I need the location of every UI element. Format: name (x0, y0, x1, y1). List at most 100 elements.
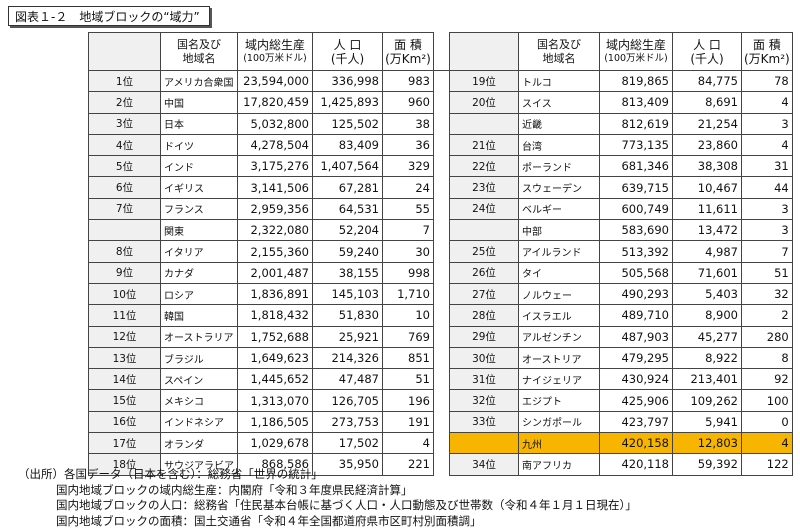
left-name-cell: イギリス (160, 176, 238, 199)
left-name-cell: 関東 (160, 219, 238, 242)
left-gdp-cell: 1,445,652 (237, 368, 313, 391)
right-area-cell: 122 (741, 453, 793, 476)
left-name-cell: インド (160, 155, 238, 178)
right-pop-cell: 21,254 (672, 112, 742, 135)
right-pop-cell: 71,601 (672, 261, 742, 284)
left-pop-cell: 47,487 (312, 368, 383, 391)
left-area-cell: 221 (382, 453, 434, 476)
right-pop-cell: 84,775 (672, 69, 742, 93)
left-name-cell: メキシコ (160, 389, 238, 412)
left-rank-cell: 8位 (88, 240, 161, 263)
right-rank-cell: 30位 (449, 346, 519, 370)
right-pop-cell: 5,941 (672, 410, 742, 434)
column-gap (433, 91, 450, 114)
left-area-cell: 329 (382, 155, 434, 178)
right-pop-cell: 109,262 (672, 389, 742, 412)
left-pop-cell: 51,830 (312, 304, 383, 327)
left-rank-cell: 4位 (88, 133, 161, 157)
left-area-cell: 998 (382, 261, 434, 284)
right-gdp-cell: 812,619 (599, 112, 673, 135)
left-rank-cell (88, 219, 161, 242)
right-pop-cell: 45,277 (672, 325, 742, 348)
ranking-table: 国名及び 地域名 域内総生産 (100万米ドル) 人 口 (千人) 面 積 (万Km²)… (88, 32, 793, 476)
right-gdp-cell: 505,568 (599, 261, 673, 284)
left-area-cell: 24 (382, 176, 434, 199)
left-name-cell: ロシア (160, 282, 238, 306)
left-area-cell: 851 (382, 346, 434, 370)
column-gap (433, 262, 450, 284)
table-row: 1位 アメリカ合衆国 23,594,000 336,998 983 19位 トルコ 819,8… (88, 69, 793, 93)
left-gdp-cell: 1,029,678 (237, 432, 313, 455)
left-pop-cell: 52,204 (312, 219, 383, 242)
left-area-cell: 7 (382, 219, 434, 242)
left-name-cell: イタリア (160, 240, 238, 263)
table-row: 7位 フランス 2,959,356 64,531 55 24位 ベルギー 600,749 11,… (88, 197, 793, 221)
table-row: 6位 イギリス 3,141,506 67,281 24 23位 スウェーデン 639,715 1… (88, 176, 793, 199)
right-area-cell: 4 (741, 91, 793, 114)
left-gdp-cell: 3,141,506 (237, 176, 313, 199)
left-name-cell: 日本 (160, 112, 238, 135)
right-gdp-cell: 489,710 (599, 304, 673, 327)
left-area-cell: 38 (382, 112, 434, 135)
right-name-cell: タイ (518, 261, 600, 284)
left-area-cell: 10 (382, 304, 434, 327)
table-row: 8位 イタリア 2,155,360 59,240 30 25位 アイルランド 513,392 4… (88, 240, 793, 263)
table-row: 10位 ロシア 1,836,891 145,103 1,710 27位 ノルウェー 490,2… (88, 282, 793, 306)
left-gdp-cell: 2,155,360 (237, 240, 313, 263)
left-gdp-cell: 4,278,504 (237, 133, 313, 157)
left-gdp-cell: 23,594,000 (237, 69, 313, 93)
header-pop-left: 人 口 (千人) (312, 32, 383, 71)
right-gdp-cell: 600,749 (599, 197, 673, 221)
right-gdp-cell: 425,906 (599, 389, 673, 412)
column-gap (433, 134, 450, 156)
column-gap (433, 70, 450, 92)
left-gdp-cell: 5,032,800 (237, 112, 313, 135)
left-gdp-cell: 1,836,891 (237, 282, 313, 306)
right-name-cell: スイス (518, 91, 600, 114)
right-rank-cell: 33位 (449, 410, 519, 434)
left-name-cell: 韓国 (160, 304, 238, 327)
table-row: 11位 韓国 1,818,432 51,830 10 28位 イスラエル 489,710 8,9… (88, 304, 793, 327)
left-area-cell: 4 (382, 432, 434, 455)
header-rank-left (88, 32, 161, 71)
table-row: 9位 カナダ 2,001,487 38,155 998 26位 タイ 505,568 71,60… (88, 261, 793, 284)
right-name-cell: ポーランド (518, 155, 600, 178)
left-area-cell: 960 (382, 91, 434, 114)
right-name-cell: 九州 (518, 432, 600, 455)
right-name-cell: トルコ (518, 69, 600, 93)
column-gap (433, 113, 450, 135)
left-pop-cell: 214,326 (312, 346, 383, 370)
left-area-cell: 30 (382, 240, 434, 263)
right-area-cell: 0 (741, 410, 793, 434)
column-gap (433, 411, 450, 433)
left-gdp-cell: 2,322,080 (237, 219, 313, 242)
right-name-cell: ベルギー (518, 197, 600, 221)
right-pop-cell: 13,472 (672, 219, 742, 242)
figure-title: 図表１-２ 地域ブロックの“域力” (8, 6, 210, 26)
right-name-cell: 台湾 (518, 133, 600, 157)
left-pop-cell: 1,425,893 (312, 91, 383, 114)
right-pop-cell: 12,803 (672, 432, 742, 455)
left-rank-cell: 5位 (88, 155, 161, 178)
right-pop-cell: 59,392 (672, 453, 742, 476)
left-name-cell: オーストラリア (160, 325, 238, 348)
right-rank-cell: 22位 (449, 155, 519, 178)
header-row: 国名及び 地域名 域内総生産 (100万米ドル) 人 口 (千人) 面 積 (万Km²)… (88, 32, 793, 71)
left-rank-cell: 10位 (88, 282, 161, 306)
right-area-cell: 3 (741, 197, 793, 221)
left-area-cell: 51 (382, 368, 434, 391)
right-gdp-cell: 819,865 (599, 69, 673, 93)
left-gdp-cell: 868,586 (237, 453, 313, 476)
right-pop-cell: 38,308 (672, 155, 742, 178)
table-body: 1位 アメリカ合衆国 23,594,000 336,998 983 19位 トルコ 819,8… (88, 69, 793, 476)
right-name-cell: イスラエル (518, 304, 600, 327)
left-pop-cell: 25,921 (312, 325, 383, 348)
left-rank-cell: 12位 (88, 325, 161, 348)
note-line: （出所）各国データ（日本を含む）：総務省「世界の統計」 (18, 467, 323, 481)
left-pop-cell: 126,705 (312, 389, 383, 412)
right-gdp-cell: 513,392 (599, 240, 673, 263)
column-gap (433, 432, 450, 454)
right-area-cell: 51 (741, 261, 793, 284)
right-name-cell: アイルランド (518, 240, 600, 263)
right-pop-cell: 4,987 (672, 240, 742, 263)
